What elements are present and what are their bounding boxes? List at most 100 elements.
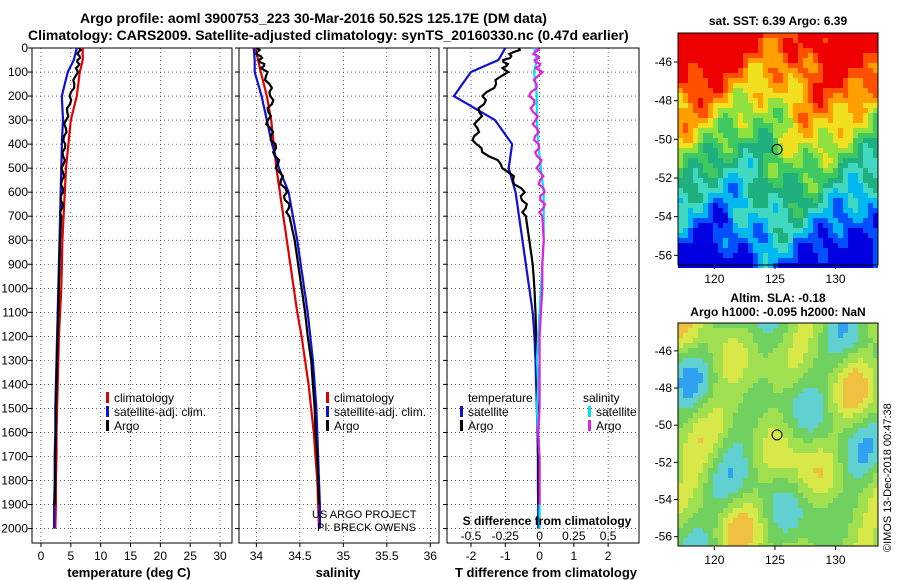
- sla-cell: [748, 333, 753, 338]
- sla-cell: [763, 383, 768, 388]
- sla-cell: [693, 503, 698, 508]
- sst-cell: [748, 228, 753, 233]
- sst-cell: [838, 33, 843, 38]
- sst-cell: [713, 148, 718, 153]
- sla-cell: [693, 543, 698, 546]
- sla-cell: [708, 448, 713, 453]
- sst-cell: [793, 168, 798, 173]
- sst-cell: [843, 218, 848, 223]
- sla-cell: [758, 508, 763, 513]
- sla-cell: [843, 438, 848, 443]
- sla-cell: [788, 338, 793, 343]
- sst-cell: [873, 103, 878, 108]
- sla-cell: [853, 373, 858, 378]
- sst-cell: [708, 78, 713, 83]
- sla-cell: [813, 378, 818, 383]
- sla-cell: [718, 518, 723, 523]
- sla-cell: [813, 488, 818, 493]
- sst-cell: [783, 163, 788, 168]
- sla-cell: [698, 503, 703, 508]
- sst-cell: [808, 118, 813, 123]
- sst-cell: [798, 188, 803, 193]
- sst-cell: [868, 193, 873, 198]
- sla-cell: [718, 338, 723, 343]
- sst-cell: [773, 103, 778, 108]
- sla-cell: [838, 458, 843, 463]
- sla-cell: [738, 373, 743, 378]
- sst-cell: [818, 258, 823, 263]
- sla-cell: [733, 523, 738, 528]
- sst-cell: [733, 143, 738, 148]
- sla-cell: [783, 463, 788, 468]
- sla-cell: [793, 358, 798, 363]
- sst-cell: [828, 223, 833, 228]
- sla-cell: [873, 438, 878, 443]
- sla-cell: [698, 513, 703, 518]
- sla-cell: [858, 448, 863, 453]
- sst-cell: [838, 58, 843, 63]
- sst-cell: [678, 73, 683, 78]
- sla-cell: [748, 528, 753, 533]
- sla-cell: [683, 493, 688, 498]
- sla-cell: [688, 473, 693, 478]
- sla-cell: [818, 423, 823, 428]
- sst-cell: [798, 33, 803, 38]
- sst-cell: [853, 168, 858, 173]
- sla-cell: [763, 423, 768, 428]
- sla-cell: [853, 458, 858, 463]
- sla-cell: [808, 488, 813, 493]
- sst-cell: [693, 93, 698, 98]
- sst-cell: [688, 83, 693, 88]
- sla-cell: [733, 413, 738, 418]
- sla-cell: [753, 383, 758, 388]
- sst-cell: [863, 38, 868, 43]
- sla-cell: [758, 468, 763, 473]
- sst-cell: [723, 233, 728, 238]
- sla-cell: [828, 328, 833, 333]
- sla-cell: [833, 343, 838, 348]
- sla-cell: [738, 363, 743, 368]
- sla-cell: [793, 518, 798, 523]
- sla-cell: [813, 473, 818, 478]
- sst-cell: [813, 68, 818, 73]
- sla-cell: [763, 448, 768, 453]
- sst-cell: [773, 193, 778, 198]
- sst-cell: [853, 123, 858, 128]
- sst-cell: [853, 83, 858, 88]
- sst-cell: [808, 183, 813, 188]
- sla-cell: [853, 508, 858, 513]
- sla-cell: [678, 358, 683, 363]
- sla-cell: [788, 508, 793, 513]
- sst-cell: [708, 188, 713, 193]
- sla-cell: [863, 373, 868, 378]
- sst-cell: [868, 243, 873, 248]
- sst-cell: [868, 73, 873, 78]
- sla-cell: [793, 493, 798, 498]
- sst-cell: [728, 253, 733, 258]
- sst-cell: [808, 58, 813, 63]
- sla-cell: [838, 443, 843, 448]
- sst-cell: [808, 203, 813, 208]
- sst-cell: [798, 133, 803, 138]
- sla-cell: [693, 428, 698, 433]
- sla-cell: [843, 508, 848, 513]
- sla-cell: [748, 478, 753, 483]
- sla-cell: [868, 528, 873, 533]
- sla-cell: [733, 403, 738, 408]
- sst-cell: [818, 238, 823, 243]
- sla-cell: [848, 328, 853, 333]
- sst-cell: [763, 133, 768, 138]
- sla-cell: [858, 328, 863, 333]
- sst-cell: [708, 138, 713, 143]
- sst-map: sat. SST: 6.39 Argo: 6.39 -46-48-50-52-5…: [655, 14, 879, 286]
- sst-cell: [788, 43, 793, 48]
- sla-cell: [828, 433, 833, 438]
- sst-cell: [743, 38, 748, 43]
- sla-cell: [708, 333, 713, 338]
- sla-cell: [723, 508, 728, 513]
- sst-cell: [838, 48, 843, 53]
- sla-cell: [848, 488, 853, 493]
- sst-cell: [783, 108, 788, 113]
- sst-cell: [793, 38, 798, 43]
- sla-cell: [858, 348, 863, 353]
